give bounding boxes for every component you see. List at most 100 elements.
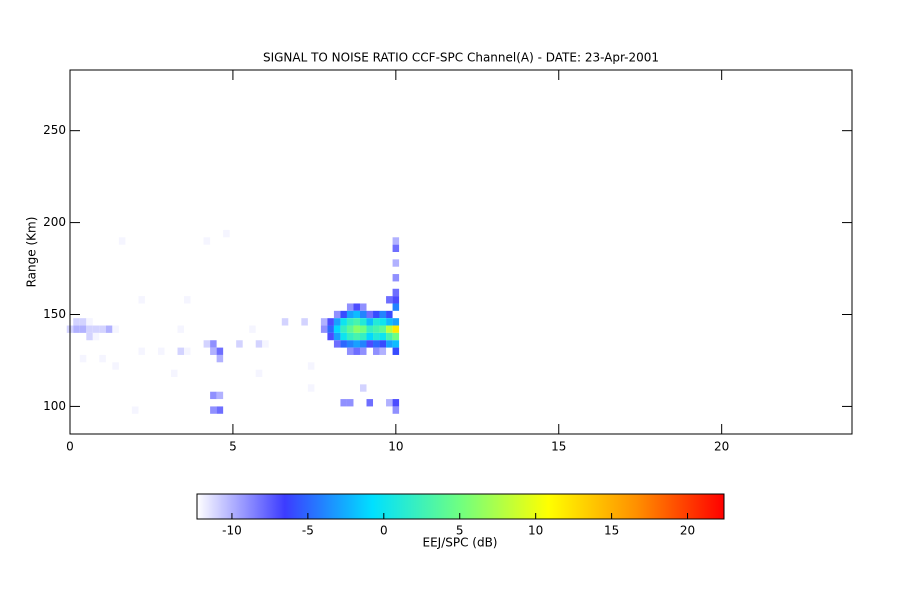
heatmap-cell [353, 303, 360, 311]
heatmap-cell [184, 347, 191, 355]
heatmap-cell [373, 347, 380, 355]
y-axis-label: Range (Km) [25, 217, 39, 288]
heatmap-cell [379, 310, 387, 319]
heatmap-cell [223, 229, 230, 238]
heatmap-cell [353, 325, 360, 333]
heatmap-cell [392, 274, 400, 282]
heatmap-cell [346, 310, 354, 319]
heatmap-cell [359, 332, 367, 341]
heatmap-cell [392, 347, 400, 355]
heatmap-cell [386, 310, 393, 319]
heatmap-cell [255, 369, 263, 378]
heatmap-cell [92, 332, 100, 341]
heatmap-cell [353, 347, 360, 355]
heatmap-cell [366, 332, 374, 341]
heatmap-cell [346, 399, 354, 407]
heatmap-cell [340, 340, 347, 348]
heatmap-cell [210, 347, 217, 355]
colorbar-tick-label: -10 [222, 524, 242, 538]
heatmap-cell [359, 384, 367, 392]
heatmap-cell [366, 325, 374, 333]
x-tick-label: 10 [388, 440, 403, 454]
heatmap-cell [184, 296, 191, 304]
heatmap-cell [320, 318, 328, 326]
heatmap-cell [307, 362, 315, 370]
y-tick-label: 100 [43, 399, 66, 413]
heatmap-cell [386, 340, 393, 348]
heatmap-cell [392, 244, 400, 252]
colorbar-tick-label: -5 [302, 524, 314, 538]
heatmap-cell [281, 318, 289, 326]
colorbar-tick-label: 15 [604, 524, 619, 538]
heatmap-cell [366, 310, 374, 319]
heatmap-cell [373, 340, 380, 348]
heatmap-cell [99, 354, 106, 363]
heatmap-cell [379, 340, 387, 348]
chart-title: SIGNAL TO NOISE RATIO CCF-SPC Channel(A)… [263, 51, 659, 65]
heatmap-cell [112, 325, 119, 333]
heatmap-cell [392, 303, 400, 311]
heatmap-cell [333, 318, 341, 326]
heatmap-cell [392, 259, 400, 267]
heatmap-cell [203, 340, 211, 348]
heatmap-cell [379, 347, 387, 355]
heatmap-cell [392, 406, 400, 414]
heatmap-cell [366, 318, 374, 326]
heatmap-cell [386, 325, 393, 333]
heatmap-cell [210, 340, 217, 348]
heatmap-cell [86, 332, 93, 341]
heatmap-cell [307, 384, 315, 392]
x-tick-label: 20 [714, 440, 729, 454]
heatmap-cell [359, 325, 367, 333]
heatmap-cell [386, 399, 393, 407]
heatmap-cell [392, 399, 400, 407]
heatmap-cell [327, 325, 334, 333]
plot-frame [69, 69, 853, 435]
heatmap-cell [340, 399, 347, 407]
heatmap-cell [131, 406, 139, 414]
heatmap-cell [216, 391, 224, 400]
heatmap-cell [340, 318, 347, 326]
heatmap-cell [353, 340, 360, 348]
heatmap-cell [386, 332, 393, 341]
heatmap-cell [236, 340, 243, 348]
heatmap-cell [216, 347, 224, 355]
heatmap-cell [346, 303, 354, 311]
heatmap-cell [392, 296, 400, 304]
heatmap-cell [353, 318, 360, 326]
heatmap-cell [346, 340, 354, 348]
heatmap-cell [255, 340, 263, 348]
heatmap-cell [73, 318, 80, 326]
heatmap-cell [118, 237, 126, 245]
heatmap-cell [171, 369, 178, 378]
heatmap-cell [157, 347, 165, 355]
heatmap-cell [392, 318, 400, 326]
colorbar-tick-label: 5 [456, 524, 464, 538]
heatmap-cell [333, 340, 341, 348]
x-tick-label: 0 [66, 440, 74, 454]
heatmap-cell [373, 318, 380, 326]
heatmap-cell [177, 347, 185, 355]
heatmap-cell [392, 325, 400, 333]
heatmap-cell [327, 318, 334, 326]
y-tick-label: 200 [43, 215, 66, 229]
heatmap-cell [392, 332, 400, 341]
heatmap-cell [92, 325, 100, 333]
heatmap-cell [216, 406, 224, 414]
heatmap-cell [392, 237, 400, 245]
heatmap-cell [249, 325, 256, 333]
heatmap-cell [333, 332, 341, 341]
heatmap-cell [79, 325, 87, 333]
heatmap-cell [359, 347, 367, 355]
heatmap-cell [366, 399, 374, 407]
heatmap-cell [210, 391, 217, 400]
colorbar [196, 493, 725, 520]
heatmap-cell [359, 318, 367, 326]
heatmap-cell [177, 325, 185, 333]
heatmap-cell [320, 325, 328, 333]
colorbar-tick-label: 20 [680, 524, 695, 538]
heatmap-cell [216, 354, 224, 363]
heatmap-cell [340, 310, 347, 319]
heatmap-cell [373, 332, 380, 341]
